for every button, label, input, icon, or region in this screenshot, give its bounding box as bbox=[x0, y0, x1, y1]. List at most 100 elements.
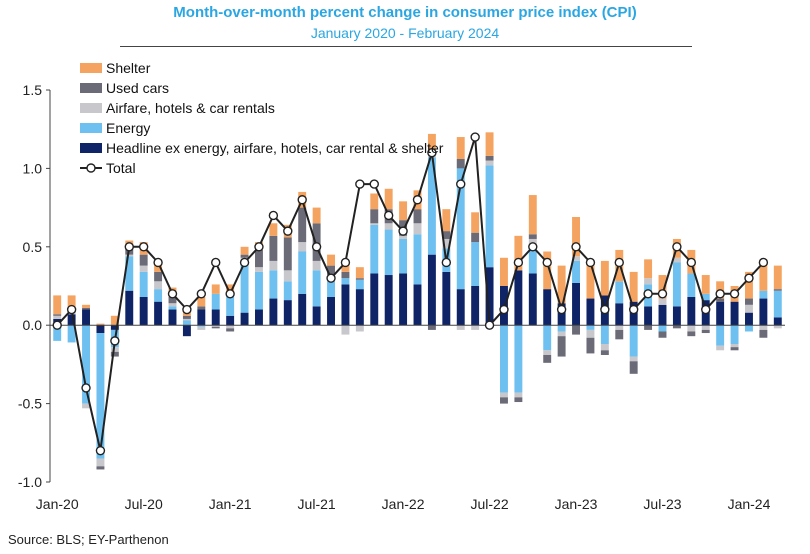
bar-segment bbox=[543, 354, 552, 363]
bar-segment bbox=[370, 209, 379, 224]
bar-segment bbox=[456, 325, 465, 330]
bar-segment bbox=[471, 212, 480, 233]
total-marker bbox=[124, 242, 134, 252]
bar-segment bbox=[745, 304, 753, 313]
total-marker bbox=[643, 289, 653, 299]
bar-segment bbox=[442, 231, 451, 239]
bar-segment bbox=[355, 325, 364, 332]
total-line bbox=[56, 136, 765, 451]
bar-segment bbox=[600, 260, 609, 296]
total-marker bbox=[369, 179, 379, 189]
bar-segment bbox=[629, 356, 638, 362]
legend-label: Energy bbox=[106, 120, 150, 136]
bar-segment bbox=[370, 223, 379, 225]
y-tick-label: -1.0 bbox=[18, 474, 42, 490]
bar-segment bbox=[370, 224, 379, 274]
bar-segment bbox=[355, 278, 364, 280]
bar-segment bbox=[514, 325, 523, 393]
bar-segment bbox=[355, 279, 364, 290]
bar-segment bbox=[197, 309, 206, 326]
bar-segment bbox=[514, 235, 523, 271]
bar-segment bbox=[773, 325, 782, 329]
bar-segment bbox=[139, 271, 148, 297]
bar-segment bbox=[413, 284, 422, 326]
bar-segment bbox=[586, 298, 595, 326]
bar-segment bbox=[572, 256, 580, 261]
bar-segment bbox=[759, 259, 768, 291]
bar-segment bbox=[197, 296, 206, 307]
total-marker bbox=[600, 304, 610, 315]
total-marker bbox=[528, 242, 538, 252]
bar-segment bbox=[154, 281, 163, 290]
bar-segment bbox=[687, 296, 696, 326]
total-marker bbox=[283, 226, 293, 236]
total-marker bbox=[556, 304, 567, 315]
bar-segment bbox=[745, 298, 753, 305]
bar-segment bbox=[471, 232, 480, 243]
bar-segment bbox=[413, 223, 422, 235]
bar-segment bbox=[283, 300, 292, 326]
bar-segment bbox=[67, 314, 76, 326]
bar-segment bbox=[672, 306, 681, 326]
total-marker bbox=[153, 257, 163, 268]
x-tick-label: Jan-21 bbox=[209, 496, 252, 512]
bar-segment bbox=[672, 257, 681, 263]
legend-swatch bbox=[80, 83, 102, 93]
bar-segment bbox=[312, 207, 321, 224]
bar-segment bbox=[730, 344, 739, 348]
total-marker bbox=[52, 320, 62, 330]
total-marker bbox=[729, 289, 740, 299]
y-tick-label: 0.5 bbox=[23, 239, 43, 255]
bar-segment bbox=[67, 325, 76, 343]
total-marker bbox=[686, 257, 697, 268]
bar-segment bbox=[283, 281, 292, 301]
total-marker bbox=[311, 242, 322, 252]
bar-segment bbox=[168, 306, 177, 310]
bar-segment bbox=[471, 242, 480, 286]
bar-segment bbox=[154, 289, 163, 302]
total-marker bbox=[383, 210, 394, 221]
cpi-chart: -1.0 -0.5 0.0 0.5 1.0 1.5 Jan-20 Jul-20 Jan-21 Ju… bbox=[18, 60, 785, 512]
bar-segment bbox=[701, 293, 710, 301]
bar-segment bbox=[658, 304, 667, 326]
total-marker bbox=[167, 289, 178, 299]
chart-title: Month-over-month percent change in consu… bbox=[173, 4, 637, 21]
legend-label: Total bbox=[106, 160, 136, 176]
y-tick-label: 1.5 bbox=[23, 82, 43, 98]
bar-segment bbox=[572, 260, 580, 283]
bar-segment bbox=[96, 458, 105, 467]
bar-segment bbox=[615, 329, 624, 340]
bar-segment bbox=[716, 345, 725, 351]
bar-segment bbox=[644, 259, 653, 279]
bar-segment bbox=[557, 331, 566, 337]
bar-segment bbox=[572, 325, 580, 335]
y-tick-label: 0.0 bbox=[23, 317, 43, 333]
bar-segment bbox=[384, 188, 393, 210]
total-marker bbox=[657, 289, 668, 299]
bar-segment bbox=[773, 290, 782, 318]
bar-segment bbox=[600, 325, 609, 345]
total-marker bbox=[701, 304, 711, 315]
bar-segment bbox=[528, 273, 537, 326]
bar-segment bbox=[759, 298, 768, 326]
chart-title-block: Month-over-month percent change in consu… bbox=[120, 4, 690, 42]
bar-segment bbox=[500, 325, 508, 393]
x-tick-label: Jan-22 bbox=[382, 496, 425, 512]
bar-segment bbox=[485, 155, 494, 161]
total-marker bbox=[66, 304, 77, 315]
total-marker bbox=[412, 195, 423, 205]
bar-segment bbox=[211, 293, 220, 310]
bar-segment bbox=[456, 158, 465, 169]
bar-segment bbox=[182, 320, 191, 326]
bar-segment bbox=[485, 267, 494, 326]
bar-segment bbox=[759, 325, 768, 330]
bar-segment bbox=[255, 267, 263, 272]
total-marker bbox=[196, 289, 207, 299]
bar-segment bbox=[456, 137, 465, 159]
bar-segment bbox=[298, 207, 307, 243]
bar-segment bbox=[471, 325, 480, 330]
bar-segment bbox=[413, 209, 422, 224]
bar-segment bbox=[730, 325, 739, 345]
bar-segment bbox=[341, 271, 350, 279]
bar-segment bbox=[182, 325, 191, 337]
